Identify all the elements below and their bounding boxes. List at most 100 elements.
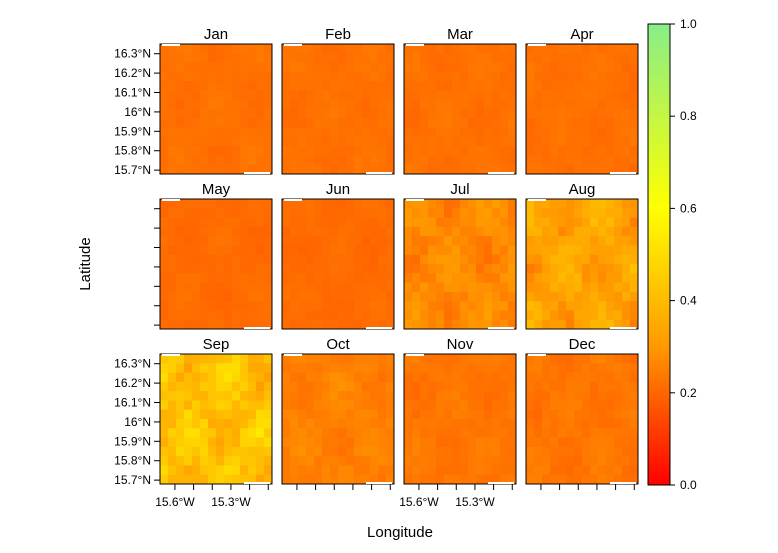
heatmap-cell xyxy=(282,44,291,54)
heatmap-cell xyxy=(168,118,177,128)
heatmap-cell xyxy=(468,264,477,274)
heatmap-cell xyxy=(216,226,225,237)
heatmap-cell xyxy=(428,44,437,54)
heatmap-cell xyxy=(444,474,453,485)
panel-title: Feb xyxy=(325,26,351,43)
heatmap-cell xyxy=(264,53,273,63)
heatmap-cell xyxy=(200,372,209,383)
heatmap-cell xyxy=(566,62,575,73)
heatmap-cell xyxy=(290,226,299,237)
heatmap-cell xyxy=(330,199,339,209)
heatmap-cell xyxy=(160,226,169,237)
heatmap-cell xyxy=(574,164,583,175)
heatmap-cell xyxy=(598,254,607,265)
heatmap-cell xyxy=(452,208,461,218)
heatmap-cell xyxy=(298,236,307,246)
heatmap-cell xyxy=(370,164,379,175)
heatmap-cell xyxy=(526,81,535,91)
heatmap-cell xyxy=(444,419,453,429)
heatmap-cell xyxy=(322,236,331,246)
heatmap-cell xyxy=(314,155,323,166)
heatmap-cell xyxy=(566,208,575,218)
heatmap-cell xyxy=(526,90,535,101)
heatmap-cell xyxy=(444,391,453,401)
heatmap-cell xyxy=(412,428,421,438)
heatmap-cell xyxy=(566,372,575,383)
heatmap-cell xyxy=(306,199,315,209)
heatmap-cell xyxy=(444,62,453,73)
heatmap-cell xyxy=(420,44,429,54)
panel-title: Jan xyxy=(204,26,228,43)
heatmap-cell xyxy=(240,245,249,256)
heatmap-cell xyxy=(354,310,363,321)
heatmap-cell xyxy=(508,474,517,485)
heatmap-cell xyxy=(176,446,185,457)
heatmap-cell xyxy=(306,273,315,283)
heatmap-cell xyxy=(256,372,265,383)
heatmap-cell xyxy=(606,372,615,383)
heatmap-cell xyxy=(386,474,395,485)
heatmap-cell xyxy=(386,381,395,392)
heatmap-cell xyxy=(322,465,331,476)
heatmap-cell xyxy=(330,71,339,82)
heatmap-cell xyxy=(590,118,599,128)
heatmap-cell xyxy=(622,400,631,411)
heatmap-cell xyxy=(574,217,583,228)
heatmap-cell xyxy=(582,62,591,73)
panels-grid: Jan16.3°N16.2°N16.1°N16°N15.9°N15.8°N15.… xyxy=(114,26,639,509)
heatmap-cell xyxy=(298,155,307,166)
heatmap-cell xyxy=(322,409,331,420)
heatmap-cell xyxy=(322,264,331,274)
heatmap-cell xyxy=(176,409,185,420)
heatmap-cell xyxy=(370,291,379,302)
heatmap-cell xyxy=(444,264,453,274)
heatmap-cell xyxy=(460,236,469,246)
heatmap-cell xyxy=(208,109,217,119)
heatmap-cell xyxy=(420,99,429,110)
heatmap-cell xyxy=(590,146,599,156)
heatmap-cell xyxy=(330,273,339,283)
heatmap-cell xyxy=(606,208,615,218)
heatmap-cell xyxy=(322,62,331,73)
heatmap-cell xyxy=(468,146,477,156)
heatmap-cell xyxy=(404,465,413,476)
heatmap-cell xyxy=(160,381,169,392)
heatmap-cell xyxy=(428,428,437,438)
heatmap-cell xyxy=(224,437,233,448)
heatmap-cell xyxy=(298,44,307,54)
panel-mar: Mar xyxy=(403,26,517,175)
heatmap-cell xyxy=(338,226,347,237)
heatmap-cell xyxy=(306,118,315,128)
heatmap-cell xyxy=(232,437,241,448)
heatmap-cell xyxy=(248,391,257,401)
heatmap-cell xyxy=(378,409,387,420)
heatmap-cell xyxy=(330,155,339,166)
heatmap-cell xyxy=(614,409,623,420)
heatmap-cell xyxy=(622,118,631,128)
heatmap-cell xyxy=(598,217,607,228)
heatmap-cell xyxy=(484,109,493,119)
heatmap-cell xyxy=(338,273,347,283)
heatmap-cell xyxy=(484,136,493,147)
heatmap-cell xyxy=(168,381,177,392)
heatmap-cell xyxy=(216,136,225,147)
heatmap-cell xyxy=(314,90,323,101)
heatmap-cell xyxy=(558,400,567,411)
heatmap-cell xyxy=(534,245,543,256)
heatmap-cell xyxy=(290,419,299,429)
heatmap-cell xyxy=(208,372,217,383)
heatmap-cell xyxy=(362,400,371,411)
heatmap-cell xyxy=(378,363,387,373)
heatmap-cell xyxy=(370,409,379,420)
heatmap-cell xyxy=(354,226,363,237)
heatmap-cell xyxy=(460,199,469,209)
heatmap-cell xyxy=(590,273,599,283)
heatmap-cell xyxy=(338,354,347,364)
heatmap-cell xyxy=(614,456,623,466)
heatmap-cell xyxy=(468,127,477,138)
heatmap-cell xyxy=(330,217,339,228)
heatmap-cell xyxy=(444,155,453,166)
heatmap-cell xyxy=(362,254,371,265)
heatmap-cell xyxy=(362,428,371,438)
heatmap-cell xyxy=(614,109,623,119)
